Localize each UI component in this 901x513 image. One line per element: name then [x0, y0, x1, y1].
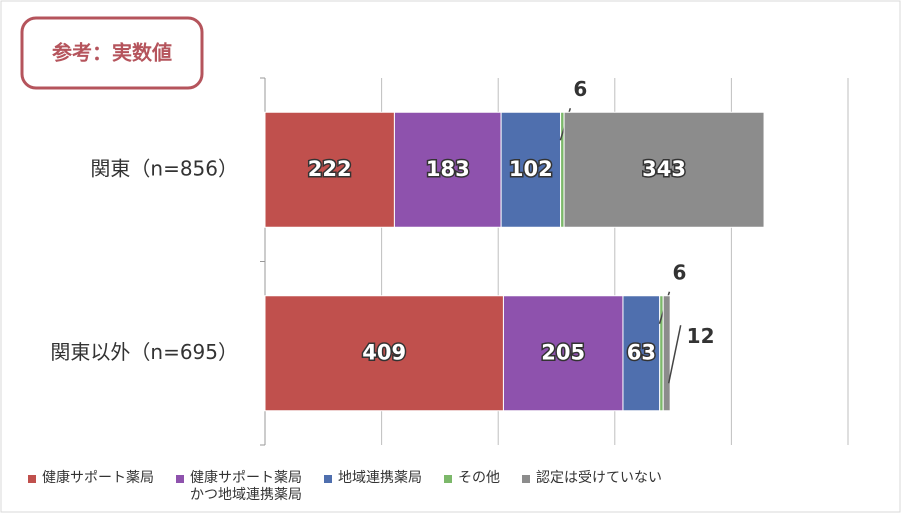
data-label: 6	[672, 260, 686, 284]
data-label: 205	[541, 340, 585, 364]
data-label: 222	[308, 157, 352, 181]
annotation-box	[20, 16, 204, 90]
legend-swatch	[28, 475, 36, 483]
leader-line	[667, 325, 682, 384]
data-label: 6	[573, 77, 587, 101]
data-label: 12	[687, 324, 715, 348]
bar-segment	[502, 295, 624, 412]
legend-swatch	[176, 475, 184, 483]
legend-label: 認定は受けていない	[536, 470, 662, 486]
legend-label: その他	[458, 470, 500, 486]
legend-label: 地域連携薬局	[338, 470, 422, 486]
legend-swatch	[324, 475, 332, 483]
bar-segment	[662, 295, 671, 412]
legend-item: 健康サポート薬局	[28, 470, 154, 504]
category-label: 関東以外（n=695）	[50, 340, 238, 364]
data-label: 102	[509, 157, 553, 181]
legend-item: その他	[444, 470, 500, 504]
legend: 健康サポート薬局 健康サポート薬局 かつ地域連携薬局 地域連携薬局 その他 認定は受けて…	[28, 470, 684, 504]
category-label: 関東（n=856）	[90, 156, 238, 180]
data-label: 183	[426, 157, 470, 181]
legend-swatch	[444, 475, 452, 483]
legend-item: 認定は受けていない	[522, 470, 662, 504]
legend-label: 健康サポート薬局	[42, 470, 154, 486]
legend-item: 地域連携薬局	[324, 470, 422, 504]
bar-segment	[393, 111, 502, 228]
data-label: 409	[362, 340, 406, 364]
legend-swatch	[522, 475, 530, 483]
data-label: 343	[642, 157, 686, 181]
bar-segment	[264, 111, 395, 228]
legend-item: 健康サポート薬局 かつ地域連携薬局	[176, 470, 302, 504]
bar-segment	[500, 111, 562, 228]
bar-segment	[622, 295, 661, 412]
bar-segment	[563, 111, 765, 228]
annotation: 参考：実数値	[52, 41, 172, 65]
legend-label: 健康サポート薬局 かつ地域連携薬局	[190, 470, 302, 503]
data-label: 63	[627, 340, 656, 364]
